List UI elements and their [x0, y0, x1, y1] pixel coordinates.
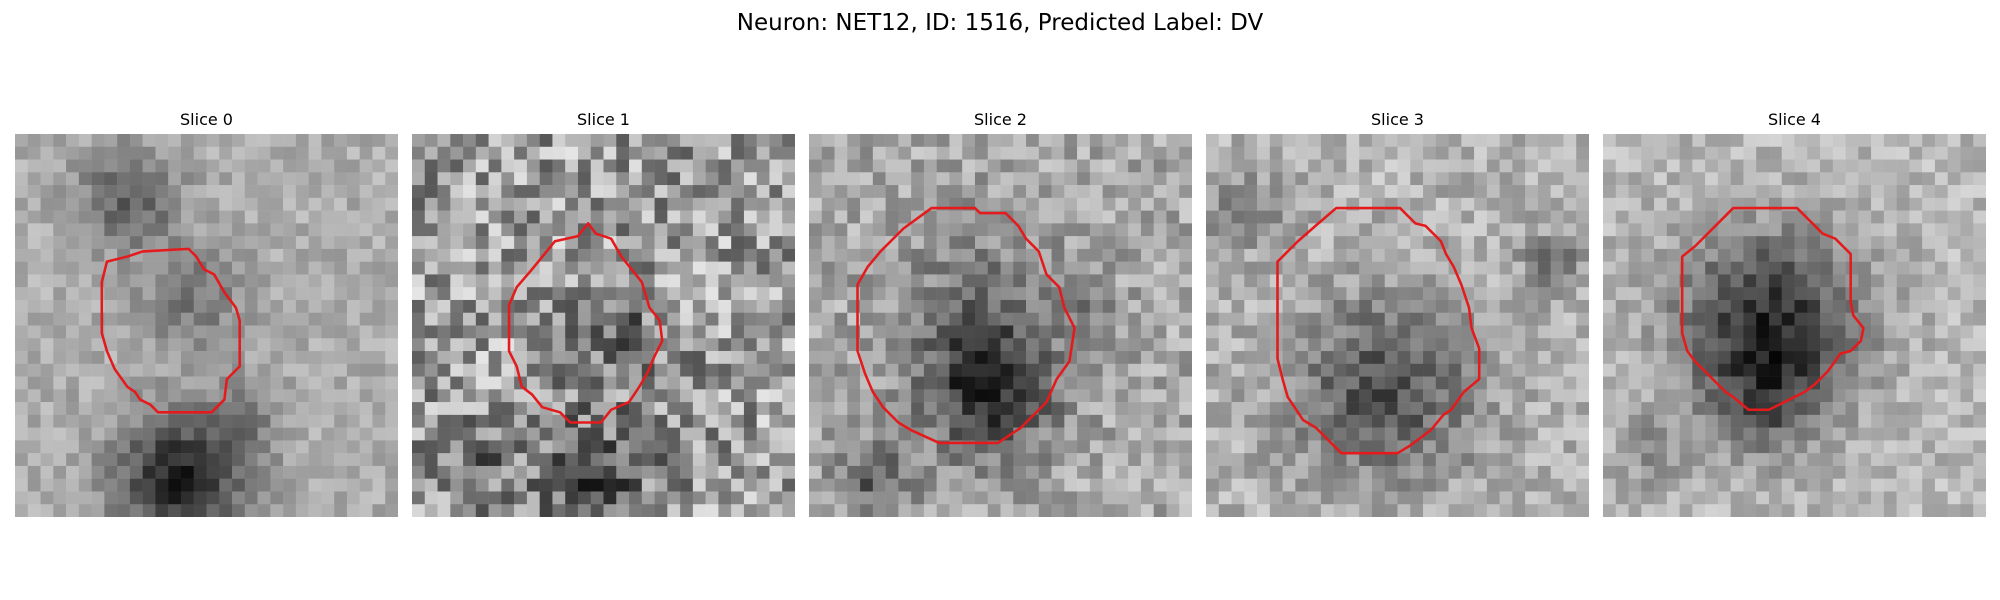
- slice-panel-1: Slice 1: [412, 108, 795, 517]
- slice-title: Slice 1: [577, 110, 630, 129]
- soma-contour: [1680, 206, 1865, 412]
- slice-title: Slice 2: [974, 110, 1027, 129]
- figure-title: Neuron: NET12, ID: 1516, Predicted Label…: [736, 10, 1264, 36]
- slice-title: Slice 0: [180, 110, 233, 129]
- slice-panel-3: Slice 3: [1206, 108, 1589, 517]
- slice-image: [809, 134, 1192, 517]
- soma-contour: [100, 247, 241, 414]
- slice-panel-0: Slice 0: [15, 108, 398, 517]
- slice-image: [15, 134, 398, 517]
- slice-image: [1603, 134, 1986, 517]
- slice-title: Slice 4: [1768, 110, 1821, 129]
- slice-image: [1206, 134, 1589, 517]
- slice-image: [412, 134, 795, 517]
- soma-contour: [507, 222, 664, 424]
- slice-panel-2: Slice 2: [809, 108, 1192, 517]
- soma-contour: [1276, 206, 1481, 455]
- slice-panel-4: Slice 4: [1603, 108, 1986, 517]
- slice-title: Slice 3: [1371, 110, 1424, 129]
- soma-contour: [856, 206, 1076, 445]
